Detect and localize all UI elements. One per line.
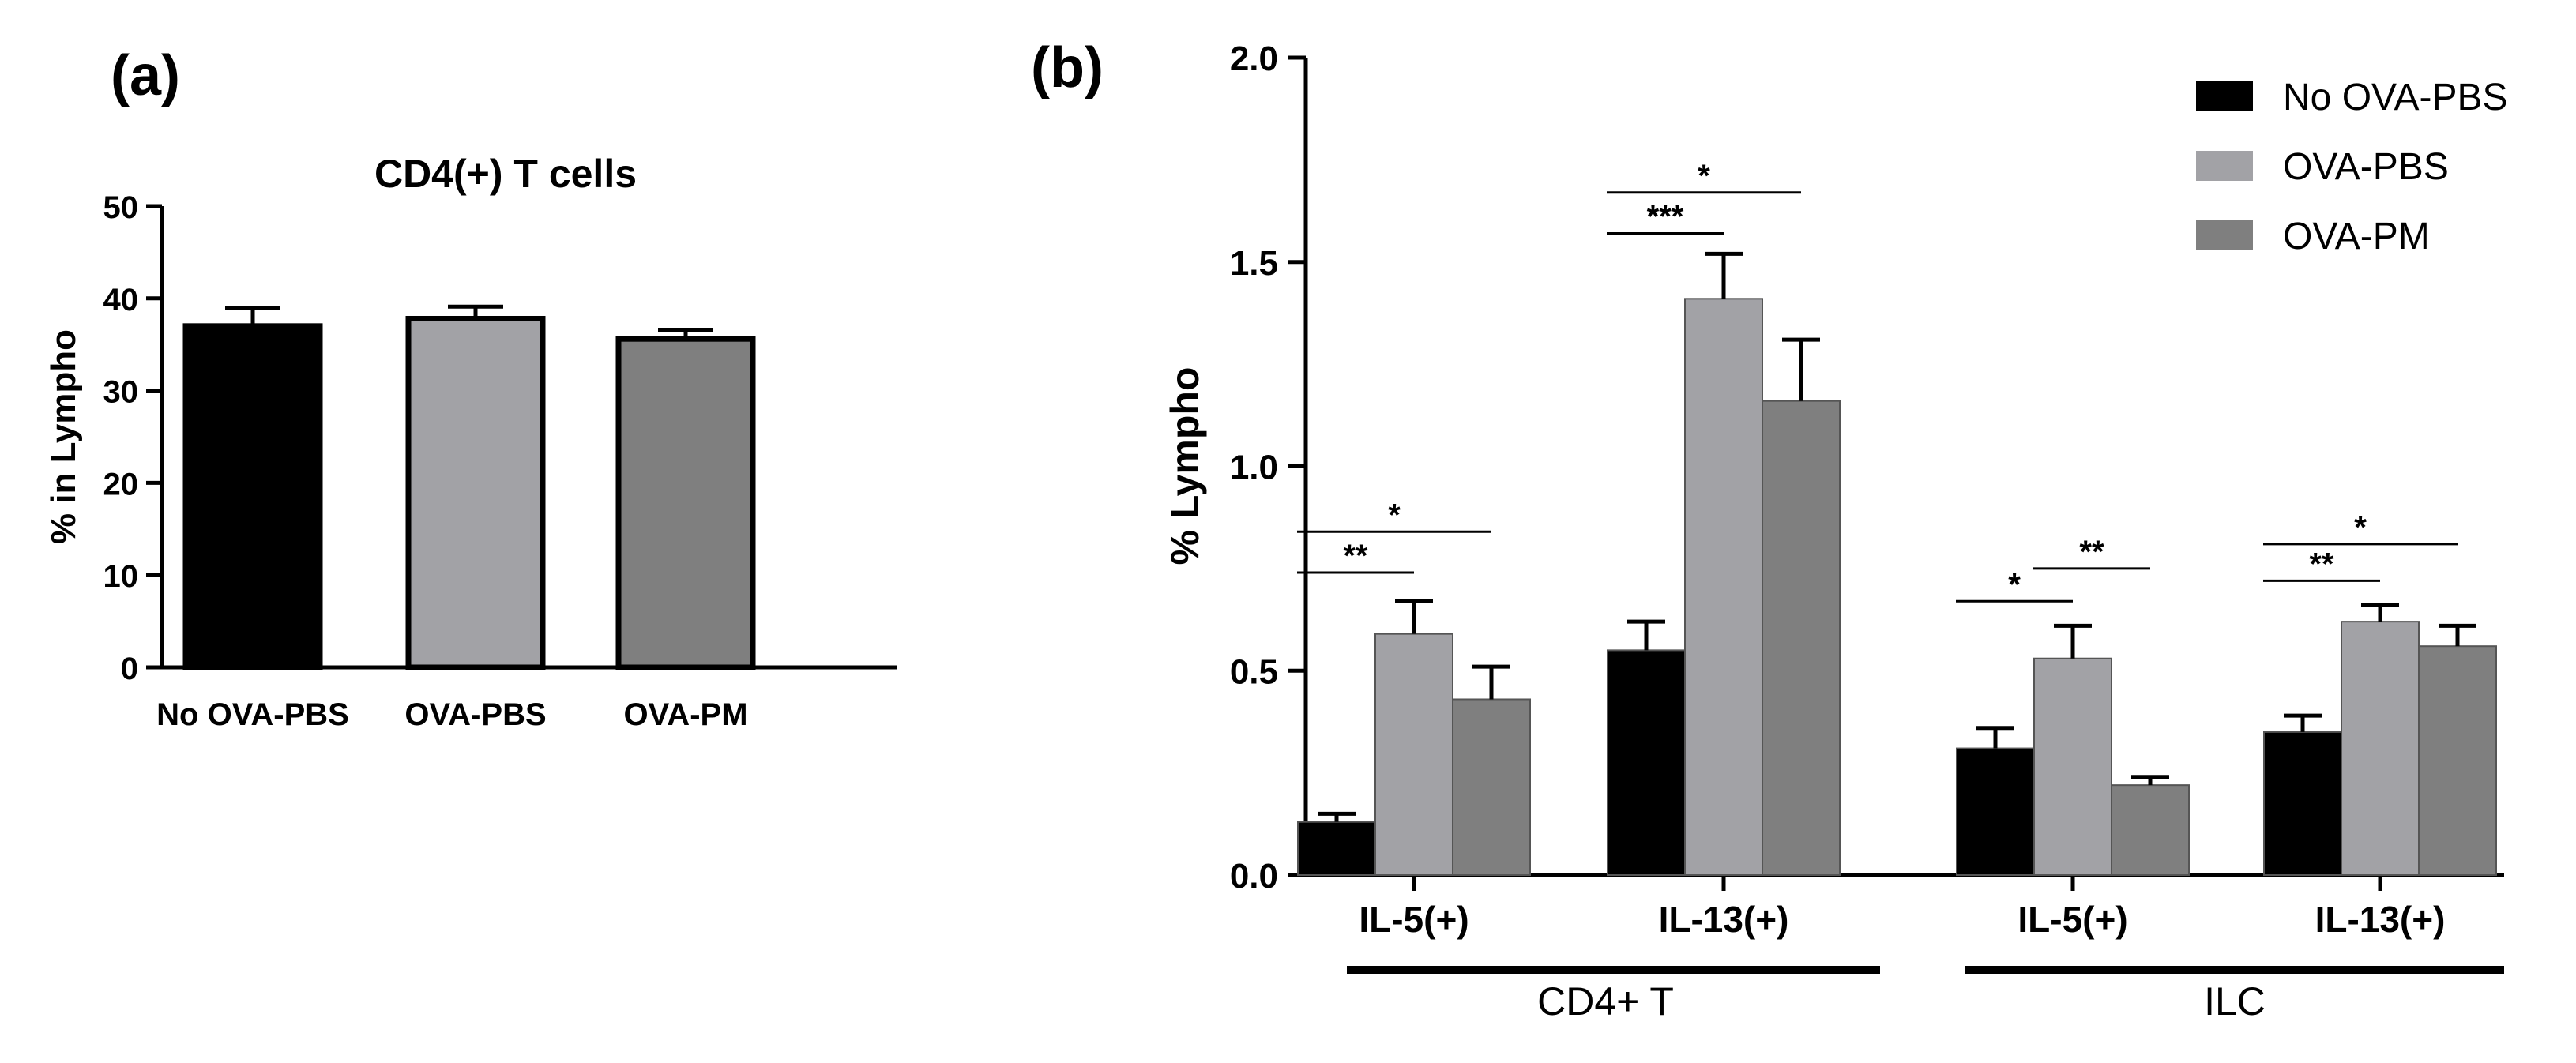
panel-b-bar [1607, 649, 1686, 876]
panel-a-y-tick-label: 50 [103, 190, 139, 225]
panel-b-bar [1374, 633, 1453, 876]
panel-a-x-tick-label: No OVA-PBS [156, 697, 349, 732]
panel-b-significance-label: ** [1343, 539, 1368, 573]
panel-b-y-tick-label: 1.5 [1230, 244, 1278, 283]
panel-b-y-tick-label: 0.0 [1230, 857, 1278, 896]
panel-a-bar [182, 323, 323, 670]
panel-b-bar [2341, 621, 2420, 877]
legend-label: OVA-PBS [2283, 146, 2449, 188]
panel-b-bar [2263, 731, 2342, 876]
legend-swatch [2196, 220, 2253, 250]
panel-b-y-tick-label: 0.5 [1230, 652, 1278, 691]
panel-b-y-tick-label: 1.0 [1230, 449, 1278, 487]
panel-b-x-tick-label: IL-5(+) [2018, 899, 2127, 940]
panel-b-bar [1297, 821, 1376, 876]
panel-b-x-tick-label: IL-13(+) [2315, 899, 2446, 940]
panel-b-bar [1762, 400, 1841, 876]
panel-b-significance-label: * [1388, 498, 1401, 532]
panel-b-significance-label: * [2354, 510, 2367, 545]
panel-a-y-tick-label: 20 [103, 467, 139, 501]
panel-a-y-tick-label: 30 [103, 375, 139, 410]
panel-a-bar [615, 336, 756, 670]
panel-a-title: CD4(+) T cells [374, 152, 637, 196]
panel-a-bar [405, 315, 546, 670]
panel-a-y-axis-label: % in Lympho [44, 329, 83, 544]
panel-b-significance-label: * [1698, 159, 1710, 193]
panel-a-label: (a) [111, 44, 180, 107]
panel-b-significance-label: * [2008, 567, 2021, 602]
panel-b-group-label: ILC [2204, 979, 2266, 1024]
panel-a-y-tick-label: 10 [103, 559, 139, 594]
panel-b-bar [1956, 747, 2035, 877]
legend-swatch [2196, 81, 2253, 111]
panel-b-y-tick-label: 2.0 [1230, 39, 1278, 78]
panel-b-x-tick-label: IL-5(+) [1359, 899, 1469, 940]
panel-a-x-tick-label: OVA-PM [623, 697, 747, 732]
legend-label: OVA-PM [2283, 216, 2430, 257]
panel-b-bar [2418, 645, 2497, 876]
panel-a-y-tick-label: 40 [103, 283, 139, 317]
panel-a-x-tick-label: OVA-PBS [404, 697, 546, 732]
panel-b-label: (b) [1031, 36, 1104, 100]
legend-label: No OVA-PBS [2283, 77, 2508, 118]
panel-b-group-label: CD4+ T [1537, 979, 1674, 1024]
panel-b-y-axis-label: % Lympho [1163, 367, 1207, 565]
panel-b-significance-label: *** [1647, 200, 1684, 235]
panel-b-bar [2111, 784, 2190, 877]
panel-a-y-tick-label: 0 [121, 652, 138, 686]
panel-b-significance-label: ** [2309, 547, 2334, 581]
panel-b-bar [1684, 298, 1763, 876]
panel-b-x-tick-label: IL-13(+) [1659, 899, 1789, 940]
legend-swatch [2196, 151, 2253, 181]
panel-b-bar [2033, 657, 2112, 876]
panel-b-significance-label: ** [2079, 535, 2104, 569]
panel-b-bar [1452, 698, 1531, 876]
